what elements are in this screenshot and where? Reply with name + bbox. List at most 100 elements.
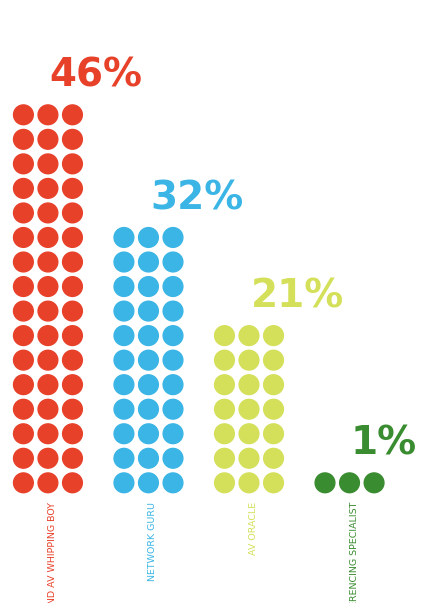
Circle shape [264, 350, 284, 370]
Circle shape [215, 399, 234, 419]
Circle shape [114, 424, 134, 444]
Circle shape [239, 424, 259, 444]
Circle shape [38, 227, 58, 247]
Circle shape [114, 326, 134, 346]
Circle shape [215, 473, 234, 493]
Circle shape [38, 105, 58, 125]
Circle shape [14, 178, 33, 198]
Circle shape [215, 375, 234, 394]
Circle shape [62, 449, 82, 468]
Circle shape [138, 399, 158, 419]
Circle shape [62, 473, 82, 493]
Circle shape [138, 302, 158, 321]
Circle shape [138, 227, 158, 247]
Circle shape [264, 424, 284, 444]
Circle shape [38, 449, 58, 468]
Circle shape [114, 399, 134, 419]
Circle shape [14, 473, 33, 493]
Circle shape [38, 252, 58, 272]
Circle shape [215, 424, 234, 444]
Circle shape [14, 302, 33, 321]
Circle shape [14, 277, 33, 297]
Text: NETWORK ENGINEER AND AV WHIPPING BOY: NETWORK ENGINEER AND AV WHIPPING BOY [48, 502, 57, 603]
Circle shape [264, 375, 284, 394]
Circle shape [163, 449, 183, 468]
Circle shape [14, 399, 33, 419]
Circle shape [14, 105, 33, 125]
Circle shape [114, 350, 134, 370]
Circle shape [239, 326, 259, 346]
Text: 1%: 1% [351, 425, 417, 463]
Circle shape [114, 449, 134, 468]
Circle shape [215, 449, 234, 468]
Circle shape [138, 252, 158, 272]
Text: AV ORACLE: AV ORACLE [249, 502, 258, 555]
Circle shape [38, 203, 58, 223]
Circle shape [163, 350, 183, 370]
Circle shape [114, 252, 134, 272]
Circle shape [239, 350, 259, 370]
Circle shape [14, 252, 33, 272]
Circle shape [163, 424, 183, 444]
Circle shape [62, 130, 82, 149]
Circle shape [14, 350, 33, 370]
Circle shape [38, 154, 58, 174]
Circle shape [62, 178, 82, 198]
Circle shape [114, 473, 134, 493]
Circle shape [138, 277, 158, 297]
Circle shape [138, 473, 158, 493]
Text: 21%: 21% [251, 277, 344, 315]
Circle shape [62, 252, 82, 272]
Circle shape [239, 375, 259, 394]
Circle shape [62, 203, 82, 223]
Circle shape [215, 326, 234, 346]
Circle shape [114, 375, 134, 394]
Circle shape [14, 424, 33, 444]
Circle shape [264, 326, 284, 346]
Circle shape [62, 350, 82, 370]
Circle shape [163, 227, 183, 247]
Circle shape [62, 375, 82, 394]
Circle shape [163, 277, 183, 297]
Circle shape [340, 473, 360, 493]
Circle shape [138, 326, 158, 346]
Text: VIDEO CONFERENCING SPECIALIST: VIDEO CONFERENCING SPECIALIST [349, 502, 359, 603]
Circle shape [62, 105, 82, 125]
Circle shape [315, 473, 335, 493]
Circle shape [62, 424, 82, 444]
Text: 46%: 46% [49, 57, 143, 95]
Circle shape [14, 154, 33, 174]
Circle shape [38, 130, 58, 149]
Circle shape [264, 449, 284, 468]
Circle shape [138, 449, 158, 468]
Circle shape [163, 326, 183, 346]
Circle shape [38, 473, 58, 493]
Circle shape [239, 449, 259, 468]
Circle shape [264, 399, 284, 419]
Circle shape [163, 302, 183, 321]
Circle shape [62, 154, 82, 174]
Circle shape [38, 178, 58, 198]
Circle shape [14, 375, 33, 394]
Circle shape [62, 399, 82, 419]
Circle shape [14, 326, 33, 346]
Circle shape [138, 375, 158, 394]
Text: 32%: 32% [150, 179, 243, 217]
Circle shape [239, 399, 259, 419]
Circle shape [62, 277, 82, 297]
Circle shape [114, 302, 134, 321]
Circle shape [38, 326, 58, 346]
Circle shape [14, 130, 33, 149]
Circle shape [38, 399, 58, 419]
Circle shape [38, 375, 58, 394]
Circle shape [62, 227, 82, 247]
Circle shape [138, 424, 158, 444]
Circle shape [215, 350, 234, 370]
Circle shape [163, 375, 183, 394]
Circle shape [114, 277, 134, 297]
Circle shape [264, 473, 284, 493]
Circle shape [239, 473, 259, 493]
Circle shape [62, 302, 82, 321]
Circle shape [138, 350, 158, 370]
Circle shape [38, 350, 58, 370]
